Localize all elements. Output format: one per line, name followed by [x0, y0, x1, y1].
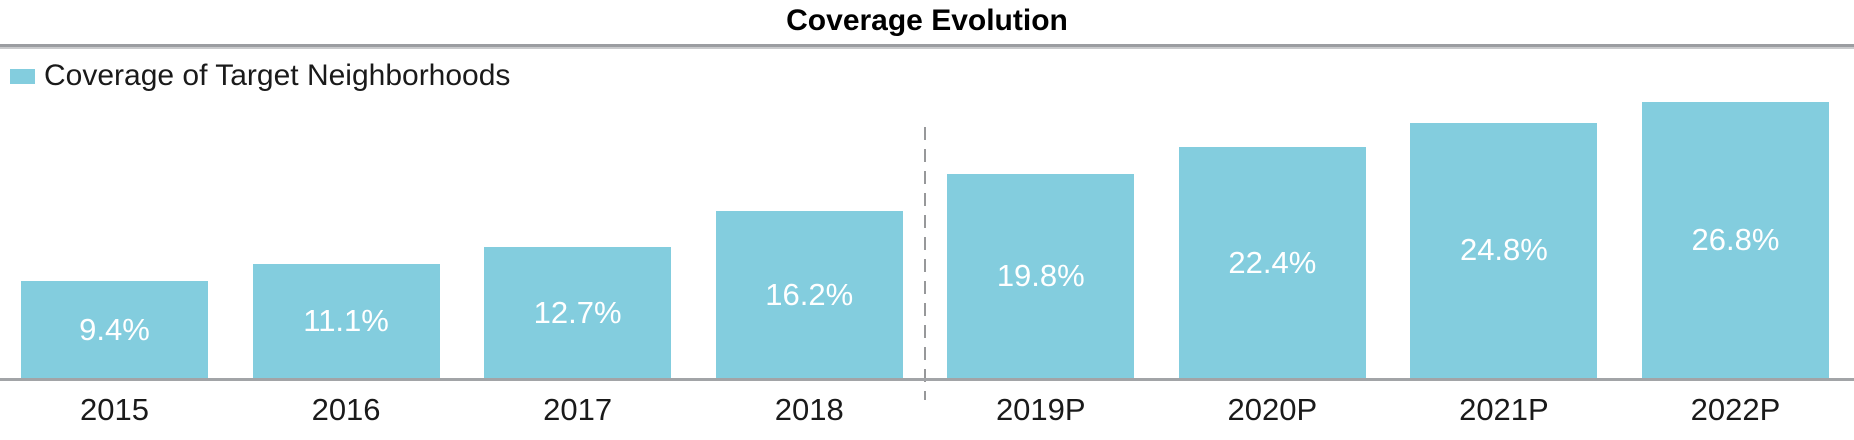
- bar-value-label: 11.1%: [303, 302, 389, 338]
- legend-label: Coverage of Target Neighborhoods: [44, 59, 511, 92]
- x-axis-label: 2016: [311, 392, 381, 427]
- bar-value-label: 22.4%: [1228, 244, 1317, 280]
- x-axis-label: 2017: [543, 392, 613, 427]
- chart-title: Coverage Evolution: [786, 4, 1068, 37]
- x-axis-label: 2020P: [1227, 392, 1318, 427]
- title-divider-line: [0, 44, 1854, 49]
- legend-swatch-icon: [10, 68, 35, 84]
- x-axis-label: 2019P: [995, 392, 1086, 427]
- bar-value-label: 9.4%: [79, 311, 150, 347]
- bar: 12.7%: [484, 247, 672, 378]
- bar: 9.4%: [21, 281, 208, 378]
- forecast-divider-dashed-line: [924, 127, 926, 400]
- x-axis-label: 2018: [774, 392, 844, 427]
- bar-value-label: 26.8%: [1691, 221, 1780, 257]
- x-axis-label: 2022P: [1690, 392, 1781, 427]
- bar: 16.2%: [715, 211, 903, 378]
- x-axis-label: 2021P: [1459, 392, 1549, 427]
- bar-value-label: 12.7%: [533, 294, 622, 330]
- legend: Coverage of Target Neighborhoods: [10, 59, 511, 92]
- bar-value-label: 19.8%: [996, 258, 1085, 294]
- bar: 22.4%: [1178, 147, 1366, 378]
- bar: 19.8%: [947, 174, 1135, 378]
- bar: 24.8%: [1410, 122, 1598, 378]
- x-axis-line: [0, 378, 1854, 381]
- x-axis-label: 2015: [80, 392, 149, 427]
- bar: 11.1%: [252, 263, 440, 378]
- bar: 26.8%: [1641, 101, 1829, 378]
- bar-value-label: 24.8%: [1459, 232, 1548, 268]
- bar-value-label: 16.2%: [765, 276, 854, 312]
